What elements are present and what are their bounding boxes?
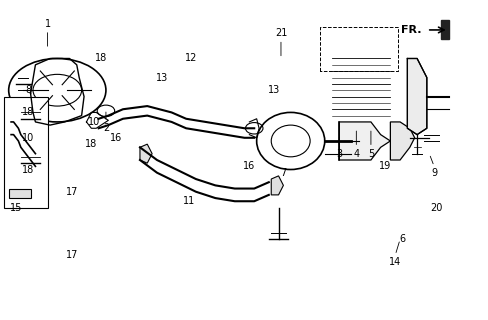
Polygon shape [140,144,152,163]
Text: FR.: FR. [401,25,421,35]
Text: 7: 7 [280,168,286,178]
Text: 18: 18 [22,108,34,117]
Text: 14: 14 [388,257,401,267]
Text: 9: 9 [430,168,436,178]
Text: 8: 8 [25,85,31,95]
Bar [4,97,47,208]
Text: 16: 16 [243,161,255,171]
Polygon shape [271,176,283,195]
Polygon shape [441,20,448,39]
Text: 12: 12 [184,53,197,63]
Text: 13: 13 [155,73,167,83]
Text: 13: 13 [267,85,279,95]
Text: 18: 18 [95,53,107,63]
Polygon shape [339,122,389,160]
Text: 15: 15 [10,203,22,212]
Text: 2: 2 [102,123,109,133]
Text: 20: 20 [429,203,442,212]
Text: 17: 17 [65,250,78,260]
Polygon shape [389,122,414,160]
Text: 3: 3 [336,149,342,159]
Text: 5: 5 [367,149,373,159]
Text: 18: 18 [22,164,34,174]
Text: 11: 11 [182,196,194,206]
Text: 6: 6 [399,234,405,244]
Text: 10: 10 [87,117,100,127]
Polygon shape [407,59,426,135]
Text: 18: 18 [85,139,97,149]
Text: 1: 1 [44,19,51,28]
Text: 17: 17 [65,187,78,197]
Text: 21: 21 [274,28,286,38]
Bar [9,188,30,198]
Text: 16: 16 [109,133,122,143]
Text: 19: 19 [379,161,391,171]
Text: 4: 4 [352,149,359,159]
Text: 10: 10 [22,133,34,143]
